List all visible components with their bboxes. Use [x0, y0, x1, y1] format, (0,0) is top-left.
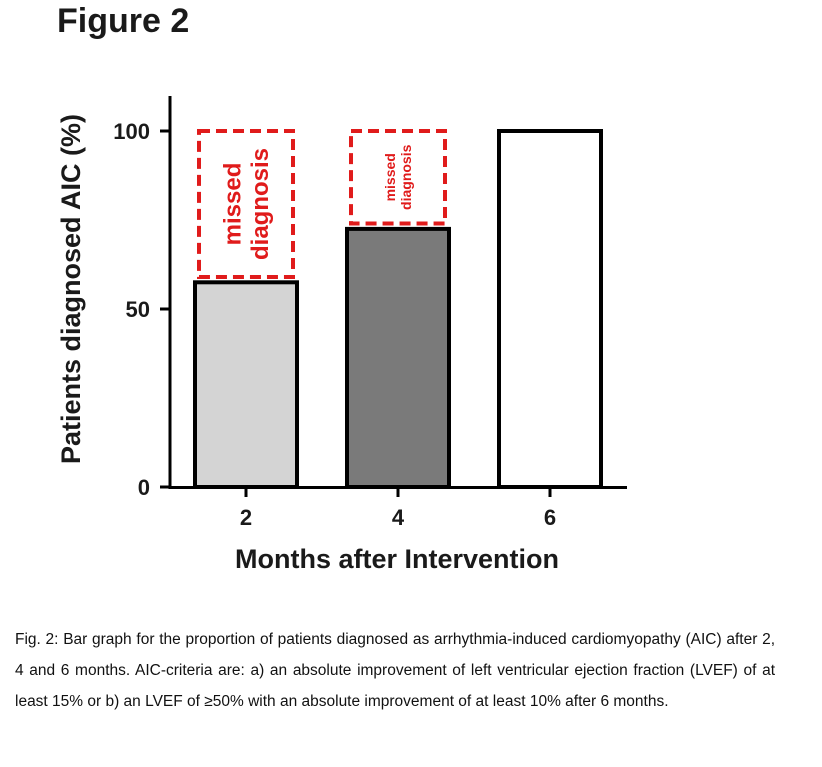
- missed-diagnosis-line: missed: [382, 153, 398, 201]
- y-tick-label: 100: [113, 119, 150, 144]
- x-tick-label: 2: [240, 505, 252, 530]
- missed-diagnosis-line: diagnosis: [398, 144, 414, 210]
- missed-diagnosis-box: [349, 129, 447, 226]
- y-tick-label: 0: [138, 475, 150, 500]
- missed-diagnosis-line: diagnosis: [247, 148, 274, 260]
- y-tick-label: 50: [126, 297, 150, 322]
- x-axis-label: Months after Intervention: [235, 544, 559, 574]
- missed-diagnosis-label: misseddiagnosis: [220, 148, 275, 260]
- y-axis-label: Patients diagnosed AIC (%): [56, 114, 86, 464]
- x-tick-label: 6: [544, 505, 556, 530]
- bar-2: [193, 280, 299, 489]
- bar-4: [345, 226, 451, 489]
- missed-diagnosis-label: misseddiagnosis: [382, 144, 414, 210]
- bar-6: [497, 129, 603, 489]
- y-ticks: 0 50 100: [113, 119, 170, 500]
- annotations-layer: misseddiagnosis misseddiagnosis: [197, 129, 447, 279]
- x-ticks: 2 4 6: [240, 487, 556, 530]
- figure-caption: Fig. 2: Bar graph for the proportion of …: [15, 631, 775, 710]
- figure-title: Figure 2: [57, 2, 190, 40]
- missed-diagnosis-line: missed: [220, 163, 247, 246]
- x-tick-label: 4: [392, 505, 405, 530]
- bars-layer: [193, 129, 603, 489]
